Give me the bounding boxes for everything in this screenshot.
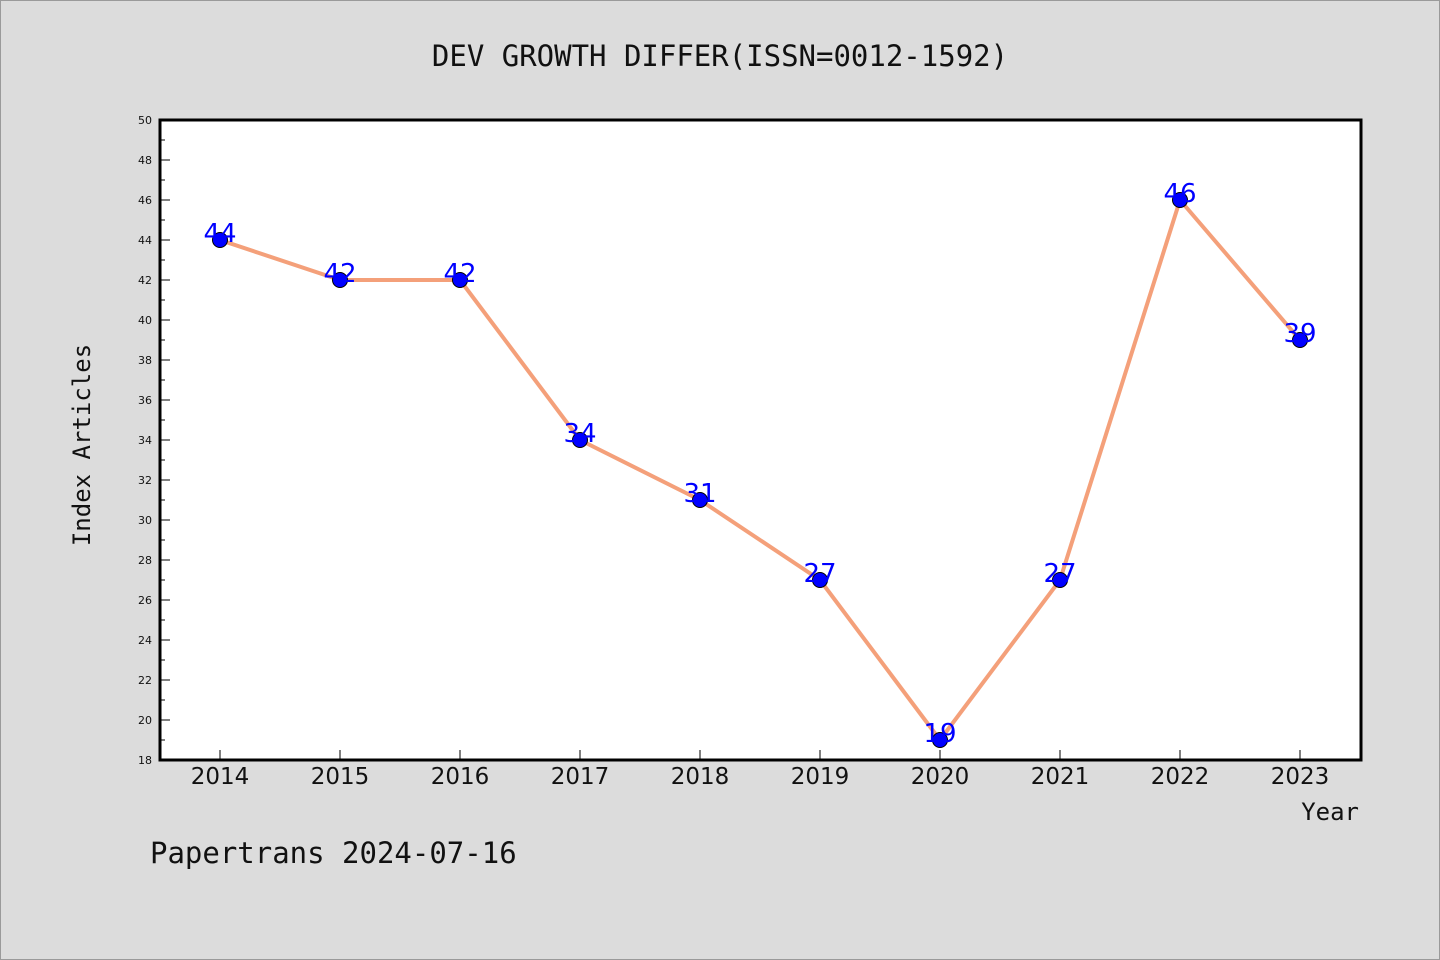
data-label: 27 (803, 559, 836, 589)
x-tick-label: 2017 (551, 764, 610, 790)
data-point (212, 232, 228, 248)
data-point (812, 572, 828, 588)
y-tick-label: 40 (138, 314, 152, 327)
data-label: 42 (323, 259, 356, 289)
x-tick-label: 2019 (791, 764, 850, 790)
x-tick-label: 2020 (911, 764, 970, 790)
y-tick-label: 42 (138, 274, 152, 287)
x-tick-label: 2021 (1031, 764, 1090, 790)
data-point (572, 432, 588, 448)
data-label: 44 (203, 219, 236, 249)
data-label: 19 (923, 719, 956, 749)
series-line-group (219, 198, 1302, 742)
y-tick-label: 50 (138, 114, 152, 127)
data-label: 31 (683, 479, 716, 509)
x-tick-label: 2022 (1151, 764, 1210, 790)
data-point (332, 272, 348, 288)
y-tick-label: 46 (138, 194, 152, 207)
data-point (932, 732, 948, 748)
y-axis: 18 20 22 24 26 28 30 32 34 36 38 40 42 44 46 48 50 (138, 114, 170, 767)
y-axis-label: Index Articles (68, 344, 96, 546)
y-tick-label: 48 (138, 154, 152, 167)
plot-area (158, 118, 1363, 762)
y-tick-label: 26 (138, 594, 152, 607)
data-label: 46 (1163, 179, 1196, 209)
y-tick-label: 18 (138, 754, 152, 767)
marker-group (212, 192, 1308, 748)
y-tick-label: 28 (138, 554, 152, 567)
data-label-group: 44 42 42 34 31 27 19 27 46 39 (203, 179, 1316, 749)
y-tick-label: 20 (138, 714, 152, 727)
x-tick-label: 2015 (311, 764, 370, 790)
data-point (1292, 332, 1308, 348)
data-label: 39 (1283, 319, 1316, 349)
data-point (1172, 192, 1188, 208)
y-tick-label: 38 (138, 354, 152, 367)
x-axis-label: Year (1301, 798, 1359, 826)
chart-title: DEV GROWTH DIFFER(ISSN=0012-1592) (432, 39, 1008, 73)
y-tick-label: 44 (138, 234, 152, 247)
data-point (692, 492, 708, 508)
series-line (219, 198, 1302, 742)
data-label: 34 (563, 419, 596, 449)
x-tick-label: 2014 (191, 764, 250, 790)
data-point (1052, 572, 1068, 588)
x-tick-label: 2023 (1271, 764, 1330, 790)
x-tick-label: 2016 (431, 764, 490, 790)
data-label: 42 (443, 259, 476, 289)
y-tick-label: 30 (138, 514, 152, 527)
y-tick-label: 34 (138, 434, 152, 447)
x-axis: 2014 2015 2016 2017 2018 2019 2020 2021 2022 2023 (191, 750, 1330, 790)
x-tick-label: 2018 (671, 764, 730, 790)
y-tick-label: 22 (138, 674, 152, 687)
y-tick-label: 24 (138, 634, 152, 647)
data-point (452, 272, 468, 288)
data-label: 27 (1043, 559, 1076, 589)
y-tick-label: 32 (138, 474, 152, 487)
y-tick-label: 36 (138, 394, 152, 407)
footer-text: Papertrans 2024-07-16 (150, 836, 517, 870)
